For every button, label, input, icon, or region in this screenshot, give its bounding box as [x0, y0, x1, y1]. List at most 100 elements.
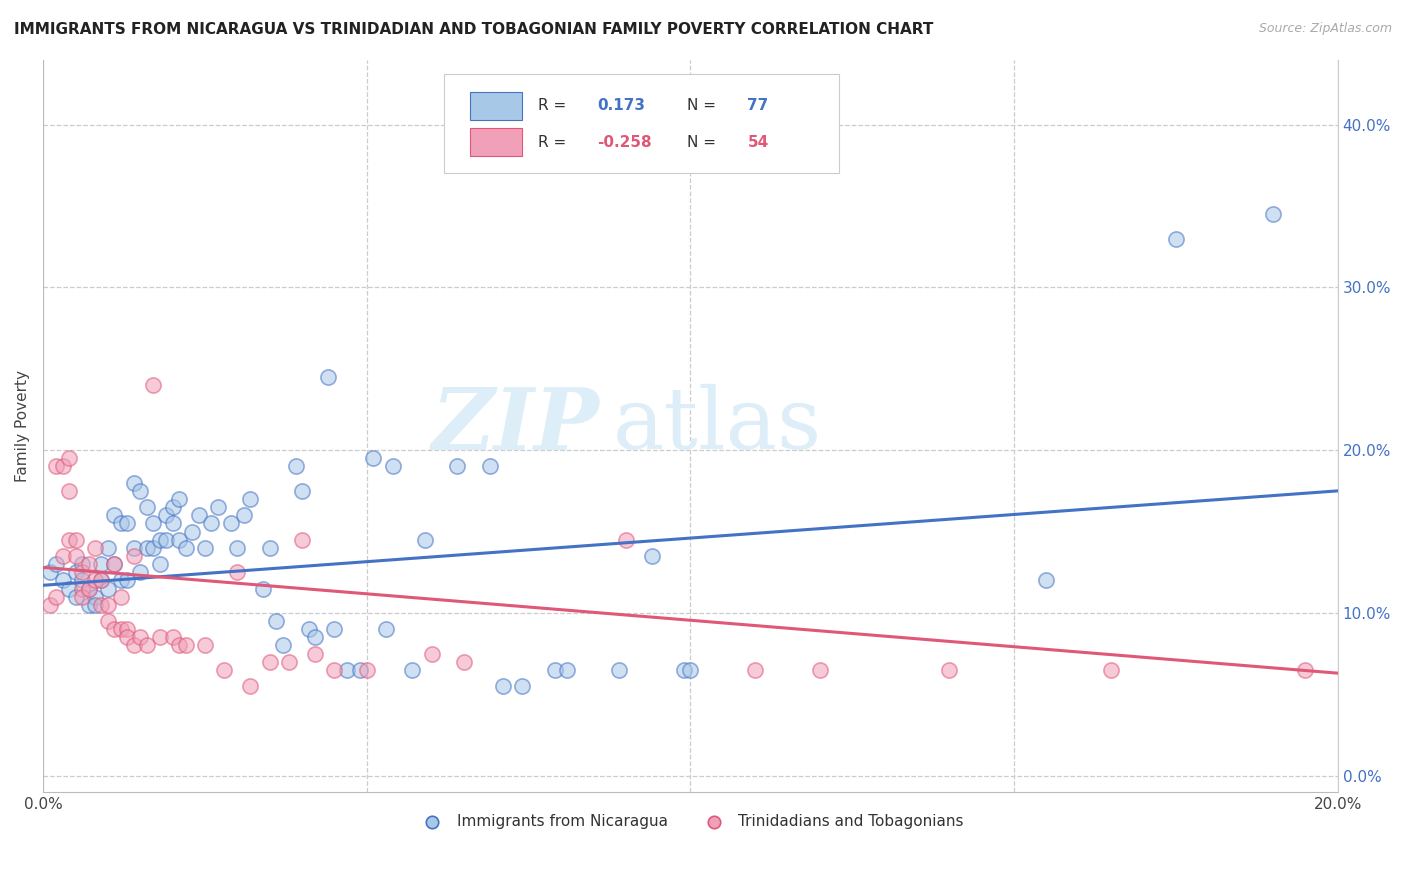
Point [679, 663, 702, 677]
Point [304, 631, 326, 645]
Point [174, 541, 197, 555]
Text: 77: 77 [748, 98, 769, 113]
Point [557, 663, 579, 677]
Point [297, 622, 319, 636]
Point [77, 598, 100, 612]
Point [174, 639, 197, 653]
Point [1294, 663, 1316, 677]
Point [194, 541, 217, 555]
Legend: Immigrants from Nicaragua, Trinidadians and Tobagonians: Immigrants from Nicaragua, Trinidadians … [411, 808, 970, 836]
Point [1035, 574, 1057, 588]
Point [65, 533, 87, 547]
Y-axis label: Family Poverty: Family Poverty [15, 370, 30, 482]
Text: N =: N = [686, 98, 720, 113]
Point [478, 459, 501, 474]
Point [45, 459, 67, 474]
Point [110, 590, 132, 604]
Point [65, 590, 87, 604]
Point [316, 370, 339, 384]
Point [239, 491, 262, 506]
Point [45, 590, 67, 604]
Point [614, 533, 637, 547]
Text: 0.173: 0.173 [598, 98, 645, 113]
Point [381, 459, 404, 474]
Point [252, 582, 274, 596]
Point [1261, 207, 1284, 221]
Point [122, 639, 145, 653]
Point [84, 574, 107, 588]
Text: R =: R = [537, 135, 571, 150]
Point [162, 631, 184, 645]
Point [70, 590, 93, 604]
Point [239, 679, 262, 693]
Point [278, 655, 301, 669]
Point [135, 541, 157, 555]
Point [291, 533, 314, 547]
Point [58, 533, 80, 547]
Point [58, 451, 80, 466]
Point [77, 557, 100, 571]
Point [110, 516, 132, 531]
Point [200, 516, 222, 531]
Point [135, 500, 157, 515]
Point [453, 655, 475, 669]
Point [38, 598, 60, 612]
Point [492, 679, 515, 693]
Point [142, 378, 165, 392]
Point [52, 549, 75, 563]
Point [90, 598, 112, 612]
Point [149, 631, 172, 645]
Point [232, 508, 254, 523]
Point [38, 566, 60, 580]
Point [90, 574, 112, 588]
Point [117, 516, 139, 531]
Point [142, 516, 165, 531]
Text: IMMIGRANTS FROM NICARAGUA VS TRINIDADIAN AND TOBAGONIAN FAMILY POVERTY CORRELATI: IMMIGRANTS FROM NICARAGUA VS TRINIDADIAN… [14, 22, 934, 37]
Point [122, 541, 145, 555]
Point [510, 679, 533, 693]
Point [284, 459, 307, 474]
Point [420, 647, 443, 661]
Point [672, 663, 695, 677]
Point [70, 566, 93, 580]
Point [142, 541, 165, 555]
Point [413, 533, 436, 547]
Point [103, 622, 125, 636]
FancyBboxPatch shape [444, 74, 839, 173]
Point [187, 508, 209, 523]
Point [162, 500, 184, 515]
Point [1099, 663, 1122, 677]
Text: -0.258: -0.258 [598, 135, 652, 150]
Point [356, 663, 378, 677]
Point [129, 566, 152, 580]
Point [155, 508, 177, 523]
Point [84, 590, 107, 604]
Point [135, 639, 157, 653]
Text: N =: N = [686, 135, 720, 150]
Bar [471, 128, 522, 156]
Point [65, 549, 87, 563]
Point [90, 574, 112, 588]
Point [401, 663, 423, 677]
Point [70, 557, 93, 571]
Point [271, 639, 294, 653]
Point [207, 500, 229, 515]
Point [97, 541, 120, 555]
Point [744, 663, 766, 677]
Bar [471, 92, 522, 120]
Point [226, 566, 249, 580]
Point [259, 655, 281, 669]
Point [323, 663, 346, 677]
Text: Source: ZipAtlas.com: Source: ZipAtlas.com [1258, 22, 1392, 36]
Point [122, 475, 145, 490]
Text: atlas: atlas [613, 384, 823, 467]
Text: 54: 54 [748, 135, 769, 150]
Point [446, 459, 468, 474]
Point [97, 582, 120, 596]
Text: R =: R = [537, 98, 571, 113]
Point [291, 483, 314, 498]
Point [259, 541, 281, 555]
Point [1164, 232, 1187, 246]
Point [77, 582, 100, 596]
Point [375, 622, 398, 636]
